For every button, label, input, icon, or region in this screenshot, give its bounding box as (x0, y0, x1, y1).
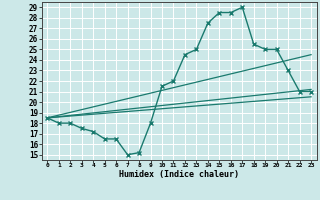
X-axis label: Humidex (Indice chaleur): Humidex (Indice chaleur) (119, 170, 239, 179)
